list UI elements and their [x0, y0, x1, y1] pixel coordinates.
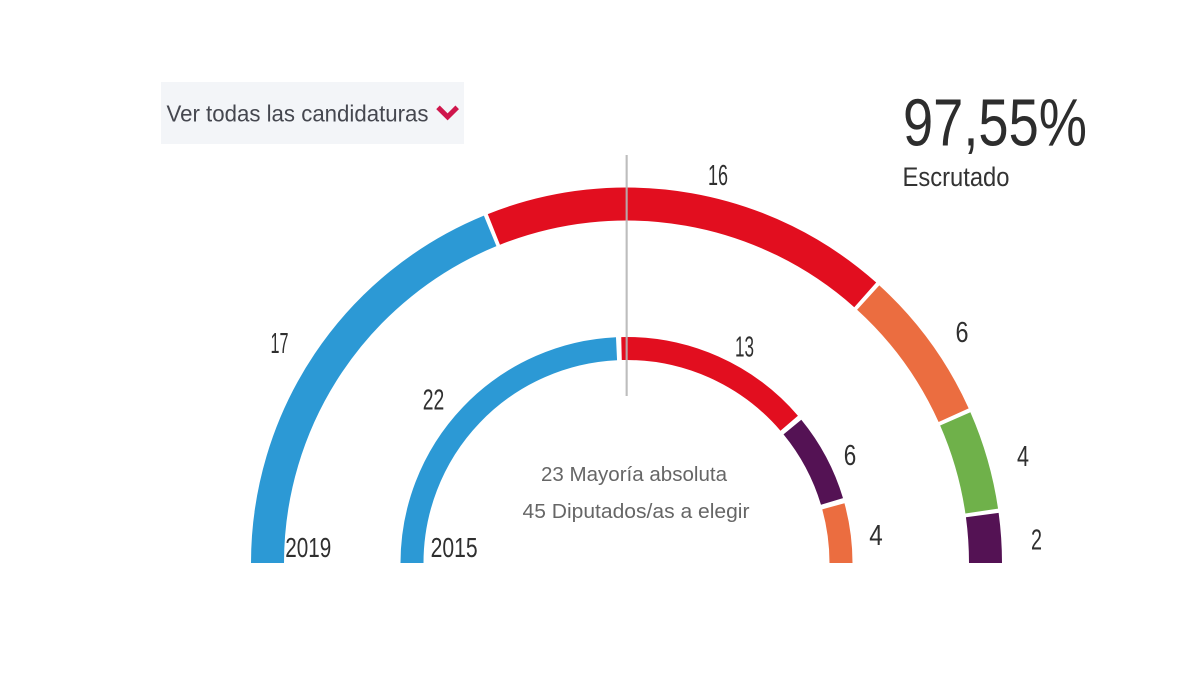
svg-text:2019: 2019: [285, 532, 331, 563]
svg-text:97,55%: 97,55%: [903, 86, 1087, 161]
svg-text:13: 13: [735, 332, 754, 364]
svg-text:23 Mayoría absoluta: 23 Mayoría absoluta: [541, 464, 728, 486]
svg-text:4: 4: [1017, 441, 1029, 473]
svg-text:4: 4: [869, 520, 883, 552]
svg-text:Ver todas las candidaturas: Ver todas las candidaturas: [167, 101, 429, 127]
svg-text:17: 17: [271, 328, 289, 360]
svg-text:16: 16: [708, 160, 728, 192]
svg-text:6: 6: [956, 317, 969, 349]
svg-text:22: 22: [423, 385, 445, 417]
svg-text:Escrutado: Escrutado: [903, 162, 1010, 192]
svg-text:2: 2: [1031, 525, 1042, 557]
svg-text:6: 6: [844, 440, 857, 472]
svg-text:2015: 2015: [431, 532, 478, 563]
svg-text:45 Diputados/as a elegir: 45 Diputados/as a elegir: [523, 501, 750, 523]
